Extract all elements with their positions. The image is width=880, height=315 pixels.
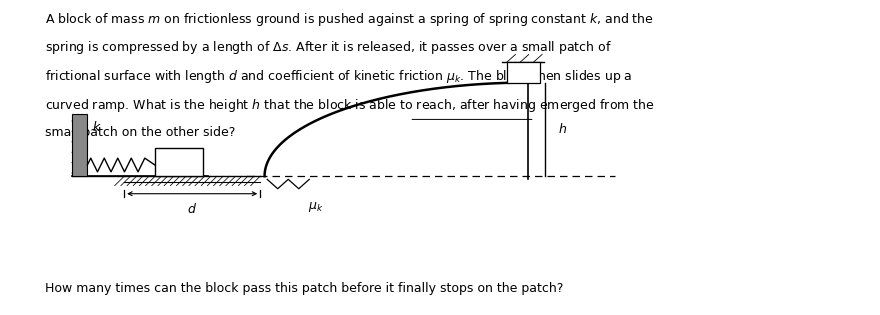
Text: spring is compressed by a length of $\Delta s$. After it is released, it passes : spring is compressed by a length of $\De… xyxy=(45,39,612,56)
Text: A block of mass $m$ on frictionless ground is pushed against a spring of spring : A block of mass $m$ on frictionless grou… xyxy=(45,11,654,28)
Bar xyxy=(71,114,87,176)
Text: small patch on the other side?: small patch on the other side? xyxy=(45,126,236,139)
Text: $m$: $m$ xyxy=(172,156,186,169)
Text: $k$: $k$ xyxy=(92,120,101,134)
Text: $\mu_k$: $\mu_k$ xyxy=(308,200,324,214)
Text: $d$: $d$ xyxy=(187,202,197,215)
Text: $h$: $h$ xyxy=(559,123,568,136)
Text: How many times can the block pass this patch before it finally stops on the patc: How many times can the block pass this p… xyxy=(45,282,563,295)
Text: curved ramp. What is the height $h$ that the block is able to reach, after havin: curved ramp. What is the height $h$ that… xyxy=(45,97,655,114)
Bar xyxy=(155,148,203,176)
Bar xyxy=(507,62,540,83)
Text: frictional surface with length $d$ and coefficient of kinetic friction $\mu_k$. : frictional surface with length $d$ and c… xyxy=(45,68,633,85)
